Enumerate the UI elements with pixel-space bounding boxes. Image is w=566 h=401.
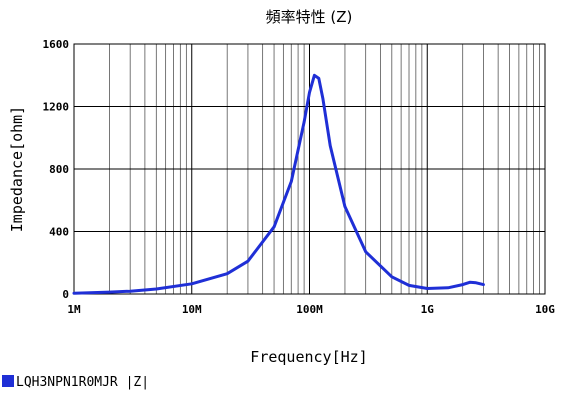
legend: LQH3NPN1R0MJR |Z| — [2, 375, 149, 390]
legend-swatch — [2, 375, 14, 387]
x-tick-label: 10M — [182, 303, 202, 316]
y-tick-label: 800 — [49, 163, 69, 176]
x-tick-label: 10G — [535, 303, 555, 316]
series-layer — [72, 73, 485, 295]
x-tick-label: 100M — [296, 303, 323, 316]
y-tick-label: 400 — [49, 226, 69, 239]
y-tick-label: 1200 — [43, 101, 70, 114]
x-axis-title: Frequency[Hz] — [250, 348, 367, 366]
x-tick-label: 1M — [67, 303, 81, 316]
x-tick-label: 1G — [421, 303, 435, 316]
y-tick-label: 1600 — [43, 38, 70, 51]
legend-label: LQH3NPN1R0MJR |Z| — [16, 375, 149, 390]
plot-frame — [73, 43, 546, 295]
series-line — [72, 73, 485, 295]
y-tick-labels: 0 400 800 1200 1600 — [43, 38, 70, 301]
y-tick-label: 0 — [62, 288, 69, 301]
chart-title: 頻率特性 (Z) — [266, 8, 353, 26]
y-axis-title: Impedance[ohm] — [8, 106, 26, 232]
x-tick-labels: 1M 10M 100M 1G 10G — [67, 303, 555, 316]
